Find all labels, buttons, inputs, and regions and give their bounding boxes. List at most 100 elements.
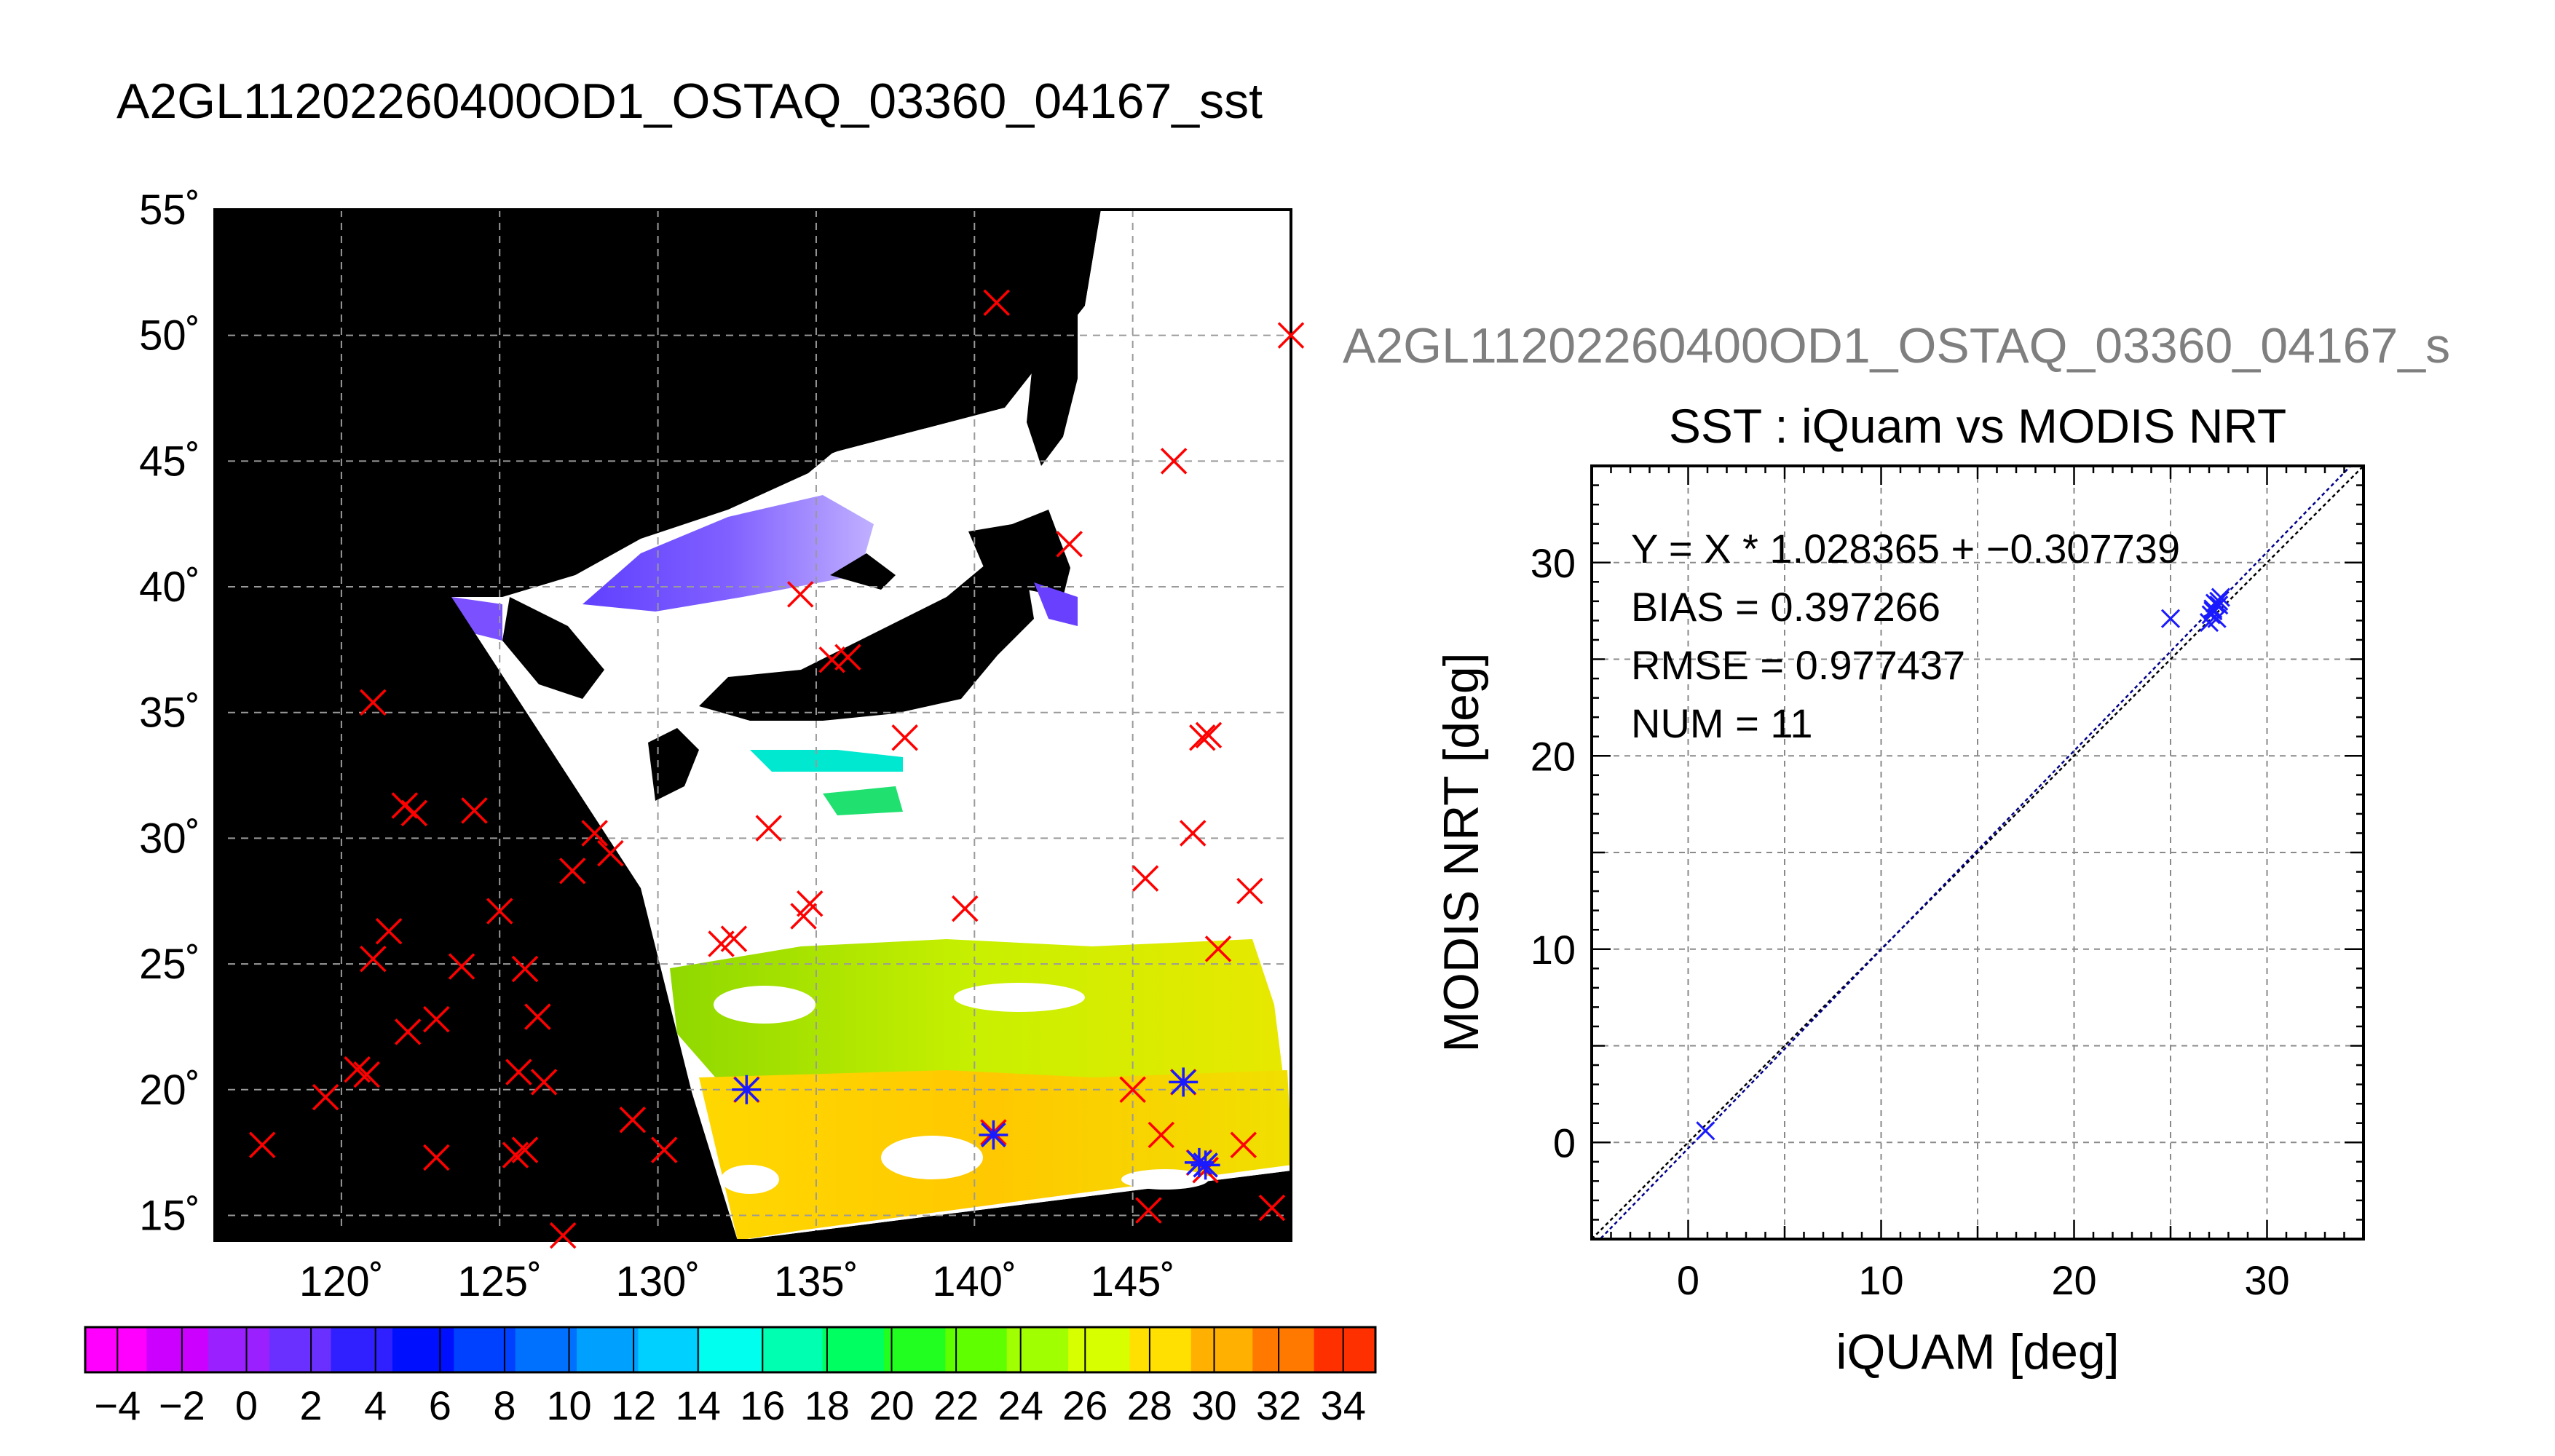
scatter-point <box>2160 609 2181 628</box>
scatter-ytick-label: 30 <box>1531 540 1576 586</box>
regression-line <box>1598 466 2353 1239</box>
map-xtick-label: 140˚ <box>932 1258 1016 1305</box>
colorbar-tick-label: 22 <box>933 1382 979 1428</box>
matched-marker <box>1169 1067 1198 1097</box>
sst-warm-band <box>670 939 1285 1092</box>
buoy-marker <box>353 1061 380 1088</box>
buoy-marker <box>1236 877 1263 905</box>
map-ytick-label: 50˚ <box>139 312 200 360</box>
buoy-marker <box>448 953 475 980</box>
colorbar-tick-label: 34 <box>1321 1382 1366 1428</box>
map-ytick-label: 55˚ <box>139 186 200 234</box>
colorbar-tick-label: −4 <box>94 1382 141 1428</box>
colorbar-cell <box>392 1327 455 1372</box>
buoy-markers <box>248 289 1305 1249</box>
map-frame <box>213 208 1292 1242</box>
buoy-marker <box>502 1142 529 1168</box>
stats-rmse: RMSE = 0.977437 <box>1631 642 1965 688</box>
buoy-marker <box>1230 1131 1257 1158</box>
colorbar-tick-label: 28 <box>1127 1382 1172 1428</box>
colorbar-frame <box>84 1326 1377 1374</box>
colorbar: −4 −2 0 2 4 6 8 10 12 14 16 18 20 22 24 26 28 30 32 34 <box>84 1326 1377 1428</box>
colorbar-cell <box>208 1327 271 1372</box>
colorbar-tick-label: 12 <box>611 1382 656 1428</box>
sst-hot-band <box>699 1070 1291 1241</box>
colorbar-cell <box>1006 1327 1070 1372</box>
map-ytick-label: 40˚ <box>139 563 200 611</box>
colorbar-cell <box>883 1327 947 1372</box>
buoy-marker <box>983 289 1010 317</box>
buoy-marker <box>360 689 387 716</box>
map-xtick-label: 125˚ <box>457 1258 542 1305</box>
colorbar-tick-label: 14 <box>676 1382 721 1428</box>
stats-bias: BIAS = 0.397266 <box>1631 584 1940 630</box>
colorbar-cell <box>146 1327 209 1372</box>
buoy-marker <box>486 898 513 925</box>
buoy-marker <box>461 797 488 824</box>
colorbar-tick-label: −2 <box>159 1382 205 1428</box>
buoy-marker <box>1277 322 1305 349</box>
buoy-marker <box>423 1005 450 1033</box>
colorbar-cell <box>822 1327 885 1372</box>
scatter-point <box>2201 605 2221 625</box>
map-ytick-label: 30˚ <box>139 815 200 862</box>
colorbar-tick-label: 16 <box>740 1382 785 1428</box>
colorbar-tick-labels: −4 −2 0 2 4 6 8 10 12 14 16 18 20 22 24 26 28 30 32 34 <box>94 1327 1366 1428</box>
buoy-marker <box>1204 935 1232 962</box>
scatter-point <box>2203 599 2223 619</box>
colorbar-tick-label: 26 <box>1062 1382 1107 1428</box>
colorbar-cells <box>85 1327 1376 1372</box>
map-ytick-label: 45˚ <box>139 438 200 485</box>
colorbar-cell <box>945 1327 1008 1372</box>
buoy-marker <box>720 925 748 952</box>
buoy-marker <box>375 917 403 945</box>
colorbar-tick-label: 30 <box>1191 1382 1236 1428</box>
scatter-ytick-label: 0 <box>1553 1120 1576 1166</box>
colorbar-cell <box>1252 1327 1315 1372</box>
colorbar-cell <box>454 1327 516 1372</box>
buoy-marker <box>524 1003 551 1030</box>
colorbar-cell <box>1190 1327 1254 1372</box>
buoy-marker <box>1160 448 1188 475</box>
granule-title: A2GL11202260400OD1_OSTAQ_03360_04167_sst <box>117 74 1263 129</box>
buoy-marker <box>1135 1197 1162 1224</box>
colorbar-cell <box>1314 1327 1376 1372</box>
sst-cold-east-japan <box>1034 582 1078 626</box>
buoy-marker <box>651 1136 678 1163</box>
buoy-marker <box>891 724 918 751</box>
buoy-marker <box>558 858 586 885</box>
buoy-marker <box>786 581 814 608</box>
buoy-marker <box>1132 865 1159 892</box>
colorbar-tick-label: 0 <box>235 1382 258 1428</box>
scatter-point <box>1696 1121 1715 1141</box>
scatter-granule-label: A2GL11202260400OD1_OSTAQ_03360_04167_s <box>1343 318 2450 373</box>
map-ytick-label: 35˚ <box>139 689 200 737</box>
one-to-one-line <box>1592 466 2364 1239</box>
buoy-marker <box>505 1059 532 1085</box>
colorbar-cell <box>515 1327 578 1372</box>
stats-block: Y = X * 1.028365 + −0.307739 BIAS = 0.39… <box>1631 526 2180 746</box>
buoy-marker <box>394 1018 422 1045</box>
scatter-ytick-label: 10 <box>1531 927 1576 973</box>
buoy-marker <box>581 820 608 847</box>
buoy-marker <box>530 1069 558 1096</box>
colorbar-cell <box>638 1327 700 1372</box>
map-ytick-label: 15˚ <box>139 1192 200 1239</box>
buoy-marker <box>619 1106 647 1133</box>
colorbar-cell <box>331 1327 393 1372</box>
buoy-marker <box>1258 1194 1286 1222</box>
buoy-marker <box>755 815 782 842</box>
scatter-title: SST : iQuam vs MODIS NRT <box>1669 399 2286 453</box>
sst-cool-band <box>750 750 903 772</box>
buoy-marker <box>400 799 428 827</box>
map-tick-labels: 120˚ 125˚ 130˚ 135˚ 140˚ 145˚ 15˚ 20˚ 25˚ 30˚ 35˚ 4… <box>139 186 1175 1305</box>
buoy-marker <box>1056 531 1083 558</box>
colorbar-tick-label: 6 <box>429 1382 451 1428</box>
map-xtick-label: 120˚ <box>299 1258 384 1305</box>
buoy-marker <box>423 1144 450 1171</box>
sst-map: 120˚ 125˚ 130˚ 135˚ 140˚ 145˚ 15˚ 20˚ 25˚ 30˚ 35˚ 4… <box>139 186 1305 1305</box>
buoy-marker <box>834 644 861 670</box>
colorbar-cell <box>269 1327 332 1372</box>
buoy-marker <box>597 839 624 867</box>
colorbar-tick-label: 10 <box>546 1382 591 1428</box>
